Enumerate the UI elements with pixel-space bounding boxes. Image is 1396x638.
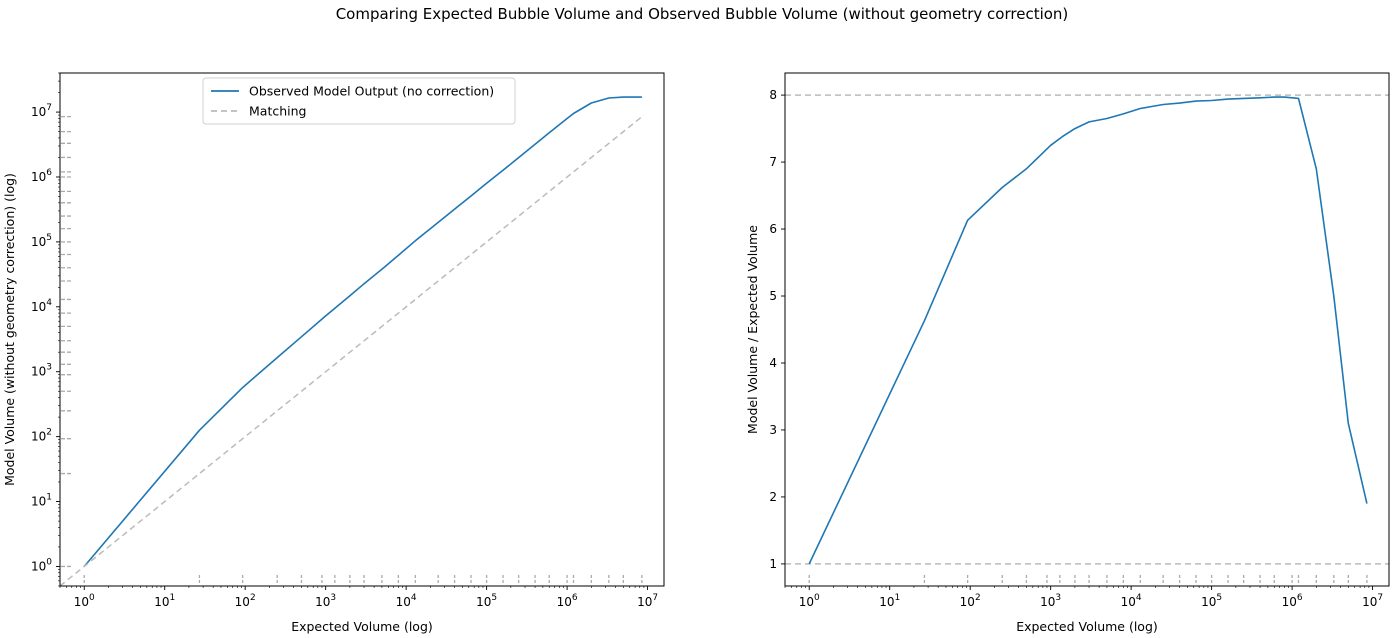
x-tick-label: 107 bbox=[637, 593, 658, 609]
x-tick-label: 107 bbox=[1362, 593, 1383, 609]
legend-box bbox=[202, 77, 516, 125]
series-ratio-line bbox=[808, 96, 1368, 565]
series-matching bbox=[60, 114, 645, 586]
x-tick-label: 103 bbox=[1040, 593, 1061, 609]
figure-title: Comparing Expected Bubble Volume and Obs… bbox=[336, 5, 1069, 23]
y-tick-label: 1 bbox=[769, 557, 777, 571]
y-tick-label: 107 bbox=[31, 103, 52, 119]
chart-left-volume-loglog: 100 101 102 103 104 105 106 107 100 101 102 103 104 1… bbox=[2, 72, 665, 634]
axes-frame bbox=[784, 72, 1390, 587]
y-tick-label: 5 bbox=[769, 289, 777, 303]
y-tick-label: 8 bbox=[769, 88, 777, 102]
x-tick-label: 101 bbox=[879, 593, 900, 609]
x-tick-label: 106 bbox=[1282, 593, 1303, 609]
plot-area bbox=[60, 96, 645, 586]
y-tick-label: 4 bbox=[769, 356, 777, 370]
x-tick-label: 101 bbox=[154, 593, 175, 609]
x-tick-label: 106 bbox=[557, 593, 578, 609]
y-axis-label: Model Volume (without geometry correctio… bbox=[2, 173, 17, 486]
y-tick-label: 6 bbox=[769, 222, 777, 236]
chart-right-volume-ratio: 100 101 102 103 104 105 106 107 1 2 3 4 5 6 7 8 Expected… bbox=[745, 72, 1390, 634]
x-tick-label: 105 bbox=[1201, 593, 1222, 609]
x-tick-label: 104 bbox=[1121, 593, 1142, 609]
y-tick-label: 3 bbox=[769, 423, 777, 437]
series-observed-model-output-no-correction- bbox=[83, 96, 642, 568]
x-tick-label: 100 bbox=[74, 593, 95, 609]
y-tick-label: 7 bbox=[769, 155, 777, 169]
y-tick-label: 106 bbox=[31, 168, 52, 184]
y-tick-label: 101 bbox=[31, 493, 52, 509]
plot-area bbox=[785, 94, 1389, 585]
y-tick-label: 2 bbox=[769, 490, 777, 504]
x-tick-label: 103 bbox=[315, 593, 336, 609]
y-tick-label: 105 bbox=[31, 233, 52, 249]
y-tick-label: 102 bbox=[31, 428, 52, 444]
y-tick-label: 100 bbox=[31, 557, 52, 573]
legend-label: Observed Model Output (no correction) bbox=[249, 84, 494, 99]
x-tick-label: 102 bbox=[235, 593, 256, 609]
x-tick-label: 100 bbox=[799, 593, 820, 609]
x-tick-label: 102 bbox=[960, 593, 981, 609]
y-tick-label: 104 bbox=[31, 298, 52, 314]
x-axis-label: Expected Volume (log) bbox=[291, 619, 433, 634]
x-tick-label: 105 bbox=[476, 593, 497, 609]
x-tick-label: 104 bbox=[396, 593, 417, 609]
legend-label: Matching bbox=[249, 104, 306, 119]
y-axis-label: Model Volume / Expected Volume bbox=[745, 225, 760, 434]
x-axis-label: Expected Volume (log) bbox=[1016, 619, 1158, 634]
y-tick-label: 103 bbox=[31, 363, 52, 379]
axes-frame bbox=[59, 72, 665, 587]
legend: Observed Model Output (no correction) Mat… bbox=[202, 77, 516, 125]
